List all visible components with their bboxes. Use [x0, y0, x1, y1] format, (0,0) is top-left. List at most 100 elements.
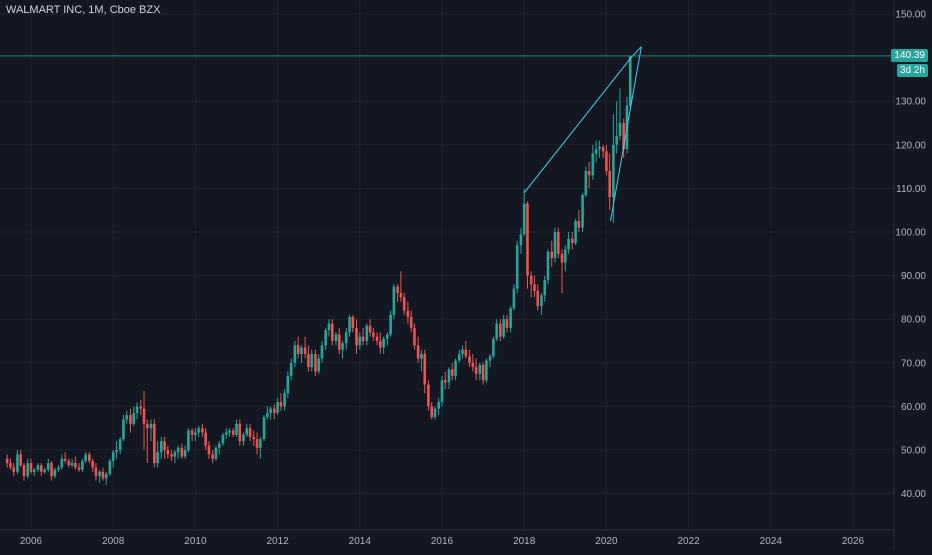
- candle-body: [9, 463, 12, 468]
- candle-body: [372, 332, 375, 337]
- candle: [307, 345, 310, 372]
- candle: [156, 441, 159, 468]
- candle: [430, 402, 434, 420]
- candle-body: [235, 423, 238, 435]
- candle-body: [293, 345, 297, 363]
- candle-body: [204, 432, 207, 446]
- candle-body: [269, 408, 272, 413]
- candle-body: [166, 450, 170, 455]
- candle-body: [341, 343, 344, 350]
- candle-body: [255, 439, 259, 448]
- candle-body: [495, 323, 498, 339]
- candle-body: [375, 336, 379, 341]
- candle: [91, 458, 94, 472]
- candle: [553, 227, 557, 263]
- candle: [358, 332, 362, 350]
- candle-body: [159, 441, 163, 453]
- candle: [39, 463, 43, 477]
- candle-body: [502, 319, 505, 337]
- candle: [98, 469, 101, 483]
- candle: [605, 144, 608, 176]
- candle: [108, 458, 112, 477]
- candle-body: [474, 367, 478, 374]
- candle: [540, 293, 543, 315]
- candle: [379, 332, 382, 355]
- x-tick-label: 2016: [431, 536, 454, 547]
- candle-body: [231, 430, 235, 435]
- y-tick-label: 70.00: [901, 358, 926, 369]
- candle: [242, 432, 245, 446]
- candle: [533, 275, 536, 298]
- candle-body: [440, 380, 444, 403]
- candle: [488, 354, 492, 368]
- candle-body: [26, 463, 30, 477]
- candle: [187, 428, 190, 453]
- candle: [618, 88, 622, 141]
- candle-body: [327, 323, 331, 331]
- candle-body: [392, 286, 396, 315]
- candle-body: [125, 415, 129, 420]
- candle-body: [12, 467, 16, 472]
- candle-body: [104, 473, 108, 479]
- candle-body: [591, 153, 595, 176]
- candle: [622, 118, 625, 158]
- candle-body: [22, 465, 26, 477]
- candle-body: [454, 360, 457, 376]
- candle: [372, 327, 375, 341]
- candle-body: [515, 245, 519, 289]
- candle-body: [478, 364, 482, 374]
- candle-body: [245, 428, 249, 435]
- y-tick-label: 50.00: [901, 446, 926, 457]
- candle-body: [303, 347, 307, 355]
- candle-body: [605, 151, 608, 171]
- candle-body: [29, 463, 33, 472]
- candle-body: [221, 434, 225, 444]
- candle-body: [217, 443, 221, 448]
- candle-body: [142, 408, 146, 424]
- candle-body: [310, 354, 314, 368]
- candle: [570, 232, 574, 250]
- candle-body: [163, 441, 166, 450]
- last-price-label: 140.39: [891, 48, 928, 62]
- candle: [341, 341, 344, 359]
- y-tick-label: 80.00: [901, 315, 926, 326]
- candle: [368, 319, 372, 337]
- x-tick-label: 2020: [595, 536, 618, 547]
- candle: [32, 467, 36, 477]
- candle-body: [481, 364, 485, 381]
- candle: [77, 463, 81, 472]
- candle: [204, 428, 207, 450]
- candle-body: [132, 412, 136, 424]
- x-tick-label: 2022: [677, 536, 700, 547]
- candle: [29, 458, 33, 474]
- candle-body: [170, 454, 173, 457]
- candle-body: [122, 419, 125, 440]
- candle: [464, 341, 468, 359]
- candle: [153, 419, 156, 468]
- candle-body: [135, 406, 139, 413]
- candle-body: [612, 144, 615, 198]
- candle-body: [427, 384, 430, 407]
- candle: [245, 423, 249, 437]
- candle: [300, 345, 303, 363]
- candle: [269, 406, 272, 420]
- candle: [118, 436, 122, 455]
- candle: [170, 450, 173, 461]
- candle: [221, 432, 225, 446]
- candle: [396, 284, 399, 302]
- candle-body: [91, 460, 94, 468]
- candle: [276, 397, 279, 416]
- candle-body: [156, 452, 159, 464]
- candle-body: [399, 293, 403, 298]
- candle-body: [94, 467, 98, 477]
- candle-body: [618, 123, 622, 137]
- candle: [317, 354, 320, 374]
- x-tick-label: 2014: [349, 536, 372, 547]
- candle: [101, 467, 105, 481]
- candle-body: [420, 354, 423, 359]
- candle: [129, 408, 132, 433]
- candle: [509, 306, 512, 333]
- x-tick-label: 2010: [184, 536, 207, 547]
